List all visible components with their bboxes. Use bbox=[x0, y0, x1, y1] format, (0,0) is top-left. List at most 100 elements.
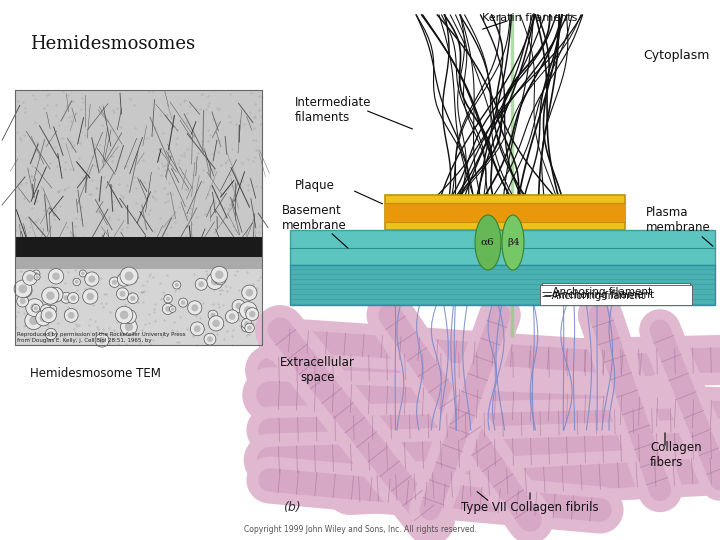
Circle shape bbox=[86, 293, 94, 300]
Circle shape bbox=[48, 331, 54, 337]
Text: Hemidesmosomes: Hemidesmosomes bbox=[30, 35, 195, 53]
Circle shape bbox=[127, 293, 138, 303]
Circle shape bbox=[165, 306, 171, 312]
Circle shape bbox=[190, 322, 204, 336]
Bar bbox=[15, 237, 262, 257]
Circle shape bbox=[22, 271, 37, 285]
Circle shape bbox=[17, 295, 29, 307]
Circle shape bbox=[175, 283, 179, 287]
Circle shape bbox=[32, 270, 40, 278]
Circle shape bbox=[26, 299, 44, 316]
Circle shape bbox=[85, 272, 99, 286]
Text: Type VII Collagen fibrils: Type VII Collagen fibrils bbox=[462, 502, 599, 515]
Circle shape bbox=[41, 307, 56, 323]
Circle shape bbox=[210, 313, 215, 318]
Circle shape bbox=[73, 278, 81, 286]
Circle shape bbox=[17, 282, 32, 298]
Text: from Douglas E. Kelly, J. Cell Biol 28:51, 1965, by: from Douglas E. Kelly, J. Cell Biol 28:5… bbox=[17, 338, 152, 343]
Text: Plaque: Plaque bbox=[295, 179, 335, 192]
Circle shape bbox=[207, 336, 213, 342]
Circle shape bbox=[212, 320, 220, 327]
Circle shape bbox=[112, 280, 117, 285]
Circle shape bbox=[166, 296, 170, 301]
Circle shape bbox=[79, 270, 86, 277]
Circle shape bbox=[40, 314, 47, 322]
Circle shape bbox=[225, 310, 239, 323]
Text: Extracellular
space: Extracellular space bbox=[280, 356, 355, 384]
Circle shape bbox=[35, 275, 39, 279]
Circle shape bbox=[179, 298, 188, 307]
Circle shape bbox=[244, 325, 249, 329]
Text: β4: β4 bbox=[508, 238, 521, 247]
Circle shape bbox=[130, 295, 135, 301]
Text: —Anchoring filament: —Anchoring filament bbox=[542, 287, 652, 297]
Bar bbox=[385, 203, 625, 222]
Circle shape bbox=[244, 321, 249, 326]
Bar bbox=[542, 283, 690, 305]
Circle shape bbox=[81, 272, 84, 275]
Circle shape bbox=[48, 287, 63, 302]
Circle shape bbox=[75, 280, 78, 284]
Text: Keratin filaments: Keratin filaments bbox=[482, 13, 577, 23]
Text: —Anchoring filament: —Anchoring filament bbox=[542, 291, 645, 301]
Circle shape bbox=[68, 293, 78, 303]
Bar bbox=[385, 195, 625, 230]
Circle shape bbox=[192, 305, 198, 312]
Circle shape bbox=[198, 281, 204, 287]
Circle shape bbox=[240, 302, 257, 319]
Circle shape bbox=[36, 310, 51, 326]
Circle shape bbox=[232, 300, 246, 313]
Circle shape bbox=[95, 333, 109, 347]
Text: Collagen
fibers: Collagen fibers bbox=[650, 441, 701, 469]
Circle shape bbox=[89, 275, 96, 282]
Circle shape bbox=[246, 308, 258, 321]
Text: (b): (b) bbox=[283, 502, 301, 515]
Circle shape bbox=[120, 319, 138, 335]
Bar bbox=[540, 285, 692, 305]
Circle shape bbox=[60, 292, 71, 303]
Circle shape bbox=[32, 305, 40, 312]
Circle shape bbox=[246, 289, 253, 296]
Circle shape bbox=[68, 312, 75, 319]
Circle shape bbox=[207, 273, 223, 289]
Circle shape bbox=[115, 306, 132, 323]
Circle shape bbox=[26, 274, 34, 281]
Circle shape bbox=[34, 274, 40, 280]
Ellipse shape bbox=[475, 215, 501, 270]
Circle shape bbox=[50, 307, 55, 312]
Circle shape bbox=[52, 273, 60, 280]
Circle shape bbox=[30, 316, 38, 325]
Circle shape bbox=[217, 276, 223, 282]
Circle shape bbox=[64, 308, 78, 322]
Circle shape bbox=[24, 312, 42, 329]
Text: Hemidesmosome TEM: Hemidesmosome TEM bbox=[30, 367, 161, 380]
Circle shape bbox=[241, 322, 251, 332]
Circle shape bbox=[35, 272, 38, 276]
Circle shape bbox=[71, 295, 76, 301]
Circle shape bbox=[52, 291, 59, 299]
Text: Basement
membrane: Basement membrane bbox=[282, 204, 347, 232]
Circle shape bbox=[195, 278, 207, 291]
Circle shape bbox=[214, 273, 226, 285]
Circle shape bbox=[209, 316, 224, 331]
Bar bbox=[290, 265, 715, 305]
Circle shape bbox=[249, 311, 256, 318]
Circle shape bbox=[120, 310, 128, 319]
Circle shape bbox=[40, 305, 52, 316]
Circle shape bbox=[120, 291, 125, 297]
Circle shape bbox=[121, 276, 127, 283]
Circle shape bbox=[188, 301, 202, 315]
Circle shape bbox=[14, 280, 32, 298]
Circle shape bbox=[48, 268, 63, 284]
Circle shape bbox=[211, 277, 219, 285]
Circle shape bbox=[171, 307, 174, 310]
Circle shape bbox=[126, 313, 133, 320]
Bar bbox=[290, 230, 715, 265]
Circle shape bbox=[42, 287, 59, 304]
Circle shape bbox=[125, 323, 133, 331]
Circle shape bbox=[30, 303, 40, 312]
Circle shape bbox=[173, 281, 181, 289]
Circle shape bbox=[34, 306, 37, 310]
Text: Reproduced by permission of the Rockefeller University Press: Reproduced by permission of the Rockefel… bbox=[17, 332, 186, 337]
Circle shape bbox=[99, 337, 105, 344]
